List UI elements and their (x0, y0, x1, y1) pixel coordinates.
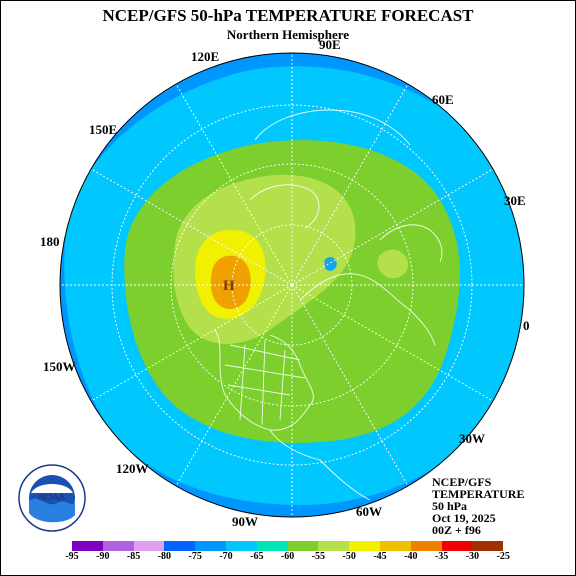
noaa-logo-text: NOAA (39, 492, 66, 502)
colorbar-tick-label: -45 (373, 551, 387, 562)
lon-label-0: 0 (523, 318, 530, 333)
high-pressure-marker: H (223, 278, 235, 294)
lon-label-150w: 150W (43, 359, 76, 374)
temperature-field (60, 53, 524, 517)
colorbar-tick-label: -40 (404, 551, 418, 562)
colorbar-tick-label: -60 (280, 551, 295, 562)
info-line-date: Oct 19, 2025 (432, 511, 496, 525)
colorbar-segment (349, 541, 380, 551)
map-title: NCEP/GFS 50-hPa TEMPERATURE FORECAST (102, 6, 474, 25)
info-line-variable: TEMPERATURE (432, 487, 525, 501)
colorbar (72, 541, 504, 551)
colorbar-segment (472, 541, 504, 551)
info-line-level: 50 hPa (432, 499, 468, 513)
meridian-120e (175, 83, 293, 286)
lon-label-180: 180 (40, 234, 60, 249)
info-line-forecast-hour: 00Z + f96 (432, 523, 481, 537)
map-subtitle: Northern Hemisphere (226, 27, 350, 42)
map-disk-outline (59, 52, 525, 518)
forecast-info: NCEP/GFS TEMPERATURE 50 hPa Oct 19, 2025… (432, 476, 524, 536)
meridian-60w (291, 284, 409, 487)
colorbar-segment (102, 541, 134, 551)
colorbar-segment (133, 541, 165, 551)
meridian-120w (175, 284, 293, 487)
colorbar-segment (256, 541, 288, 551)
colorbar-segment (441, 541, 473, 551)
colorbar-segment (379, 541, 411, 551)
lon-label-150e: 150E (89, 122, 118, 137)
colorbar-segment (410, 541, 442, 551)
meridian-150e (90, 168, 293, 286)
latlon-grid (60, 53, 524, 517)
colorbar-tick-label: -85 (126, 551, 141, 562)
field-orange-core (210, 255, 251, 309)
colorbar-tick-label: -75 (188, 551, 202, 562)
colorbar-tick-label: -50 (342, 551, 356, 562)
field-yellowgreen-east (377, 249, 409, 279)
meridian-30e (291, 168, 494, 286)
lon-label-60w: 60W (356, 504, 382, 519)
meridian-150w (90, 284, 293, 402)
colorbar-tick-label: -90 (96, 551, 110, 562)
coastlines (214, 109, 443, 501)
lon-label-120e: 120E (191, 49, 220, 64)
colorbar-tick-label: -55 (311, 551, 326, 562)
colorbar-segment (72, 541, 103, 551)
info-line-model: NCEP/GFS (432, 475, 492, 489)
lon-label-60e: 60E (432, 92, 454, 107)
colorbar-segment (318, 541, 350, 551)
colorbar-segment (287, 541, 319, 551)
lon-label-120w: 120W (116, 461, 149, 476)
colorbar-tick-label: -30 (465, 551, 480, 562)
colorbar-labels: -95 -90 -85 -80 -75 -70 -65 -60 -55 -50 -45 -40 -35 -… (0, 551, 576, 565)
lon-label-90e: 90E (319, 37, 341, 52)
colorbar-tick-label: -95 (65, 551, 79, 562)
lon-label-30e: 30E (504, 193, 526, 208)
colorbar-tick-label: -65 (250, 551, 264, 562)
colorbar-segment (225, 541, 257, 551)
colorbar-segment (164, 541, 196, 551)
lon-label-30w: 30W (459, 431, 485, 446)
colorbar-tick-label: -80 (157, 551, 172, 562)
meridian-30w (291, 284, 494, 402)
lon-label-90w: 90W (232, 514, 258, 529)
colorbar-tick-label: -35 (434, 551, 449, 562)
noaa-logo: NOAA (18, 464, 86, 532)
meridian-60e (291, 83, 409, 286)
colorbar-tick-label: -25 (496, 551, 510, 562)
colorbar-tick-label: -70 (219, 551, 233, 562)
colorbar-segment (195, 541, 226, 551)
